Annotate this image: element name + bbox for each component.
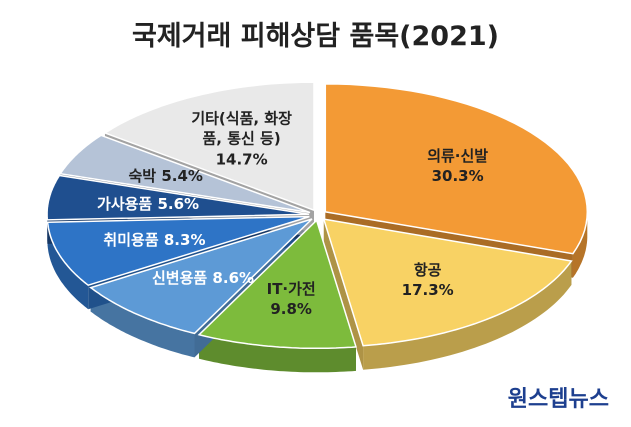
slice-label: 취미용품 8.3%: [103, 230, 205, 250]
chart-title: 국제거래 피해상담 품목(2021): [131, 21, 500, 52]
slice: [103, 81, 315, 212]
category-label: 취미용품: [103, 231, 159, 250]
category-label: 의류·신발: [427, 146, 489, 165]
slice: [324, 83, 589, 255]
category-label: 가사용품: [97, 194, 153, 213]
slice: [46, 215, 310, 287]
value-label: 17.3%: [401, 281, 454, 300]
slice-side: [363, 261, 572, 370]
category-label: 기타(식품, 화장품, 통신 등): [191, 109, 292, 148]
value-label: 5.4%: [161, 166, 203, 185]
source-logo: 원스텝뉴스: [507, 387, 609, 412]
value-label: 14.7%: [215, 150, 268, 169]
slice-label: 항공 17.3%: [402, 260, 454, 301]
category-label: IT·가전: [266, 279, 316, 298]
value-label: 5.6%: [157, 194, 200, 213]
slice-label: 의류·신발 30.3%: [427, 146, 488, 187]
value-label: 8.3%: [163, 231, 206, 250]
category-label: 신변용품: [151, 268, 208, 287]
slice-label: IT·가전 9.8%: [267, 278, 316, 319]
slice: [197, 218, 357, 350]
slice-side: [47, 222, 89, 310]
value-label: 8.6%: [212, 268, 255, 287]
slice: [58, 134, 311, 214]
slice-label: 기타(식품, 화장품, 통신 등) 14.7%: [187, 109, 297, 170]
slice: [322, 218, 573, 347]
value-label: 9.8%: [270, 299, 312, 318]
value-label: 30.3%: [431, 166, 484, 185]
slice-label: 신변용품 8.6%: [152, 268, 254, 288]
slice-label: 숙박 5.4%: [129, 166, 203, 186]
category-label: 항공: [413, 260, 442, 279]
category-label: 숙박: [128, 166, 157, 185]
slice-side: [199, 334, 356, 373]
slice-label: 가사용품 5.6%: [97, 194, 199, 214]
slice-side: [572, 211, 588, 278]
slice: [89, 218, 313, 335]
slice: [46, 174, 310, 221]
